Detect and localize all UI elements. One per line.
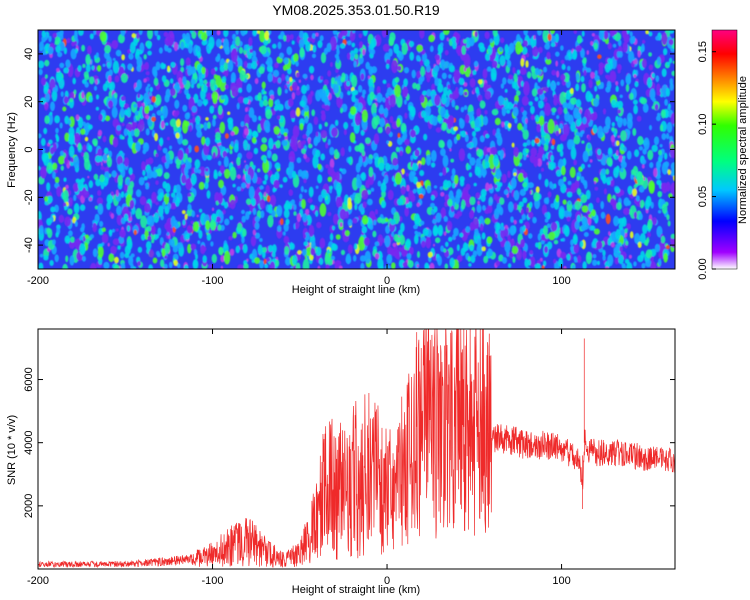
spectrogram-y-tick-label: -20 (23, 189, 35, 205)
spectrogram-y-tick-label: 20 (23, 96, 35, 108)
spectrogram-x-axis-label: Height of straight line (km) (292, 284, 420, 296)
colorbar: 0.00 0.05 0.10 0.15 Normalized spectral amp… (697, 29, 749, 280)
snr-y-axis-label: SNR (10 * v/v) (6, 415, 18, 485)
snr-series-line (38, 329, 675, 569)
spectrogram-y-tick-label: -40 (23, 237, 35, 253)
snr-x-tick-label: -100 (202, 575, 224, 587)
colorbar-tick-label: 0.05 (697, 186, 709, 207)
snr-x-ticks: -200 -100 0 100 (27, 329, 571, 587)
snr-y-ticks: 2000 4000 6000 (23, 367, 675, 518)
spectrogram-x-tick-label: 0 (384, 275, 390, 287)
figure-title: YM08.2025.353.01.50.R19 (272, 2, 440, 18)
spectrogram-speckle (38, 30, 675, 269)
snr-x-tick-label: 100 (552, 575, 570, 587)
colorbar-tick-label: 0.15 (697, 41, 709, 62)
snr-x-axis-label: Height of straight line (km) (292, 584, 420, 596)
snr-y-tick-label: 2000 (23, 494, 35, 518)
spectrogram-y-tick-label: 0 (23, 146, 35, 152)
spectrogram-x-tick-label: -200 (27, 275, 49, 287)
spectrogram-y-ticks: -40 -20 0 20 40 (23, 48, 675, 253)
snr-y-tick-label: 6000 (23, 367, 35, 391)
spectrogram-y-axis-label: Frequency (Hz) (6, 112, 18, 188)
colorbar-gradient (711, 29, 738, 270)
spectrogram-x-tick-label: -100 (202, 275, 224, 287)
snr-panel: -200 -100 0 100 2000 4000 6000 Height of stra… (6, 328, 676, 596)
spectrogram-x-tick-label: 100 (552, 275, 570, 287)
colorbar-label: Normalized spectral amplitude (737, 76, 749, 224)
snr-frame (37, 328, 676, 570)
snr-y-tick-label: 4000 (23, 430, 35, 454)
snr-x-tick-label: 0 (384, 575, 390, 587)
spectrogram-y-tick-label: 40 (23, 48, 35, 60)
colorbar-tick-label: 0.10 (697, 113, 709, 134)
colorbar-ticks: 0.00 0.05 0.10 0.15 (697, 41, 716, 280)
snr-x-tick-label: -200 (27, 575, 49, 587)
colorbar-tick-label: 0.00 (697, 258, 709, 279)
spectrogram-x-ticks: -200 -100 0 100 (27, 30, 571, 287)
